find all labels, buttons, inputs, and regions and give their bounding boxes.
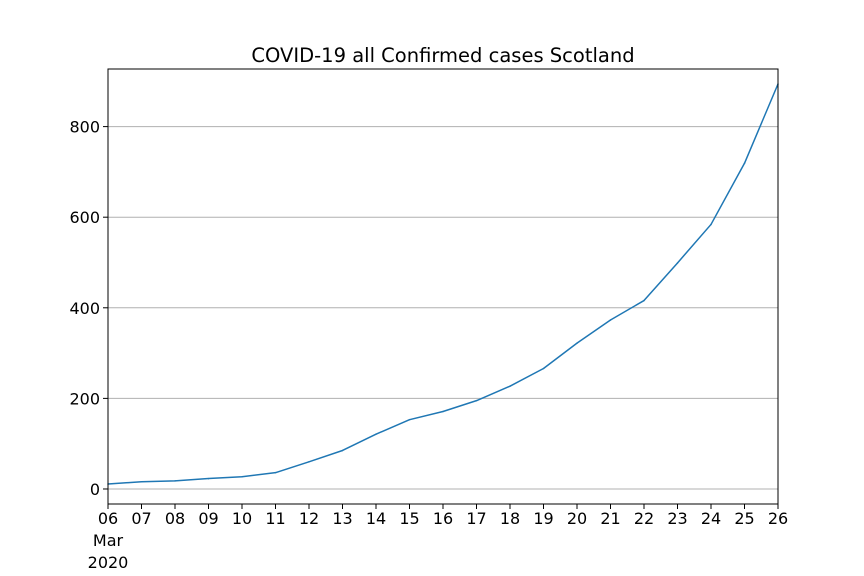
data-point [308, 461, 310, 463]
x-tick-label: 15 [399, 509, 419, 528]
data-point [710, 223, 712, 226]
x-tick-label: 07 [131, 509, 151, 528]
data-point [676, 262, 679, 264]
x-period-label: 2020 [88, 553, 129, 572]
data-point [274, 471, 277, 474]
data-point [375, 433, 377, 435]
data-point [207, 477, 210, 480]
data-point [509, 385, 511, 387]
x-tick-label: 06 [98, 509, 118, 528]
x-tick-label: 19 [533, 509, 553, 528]
x-tick-label: 16 [433, 509, 453, 528]
y-axis: 0 200 400 600 800 [69, 118, 108, 499]
data-point [442, 410, 444, 413]
data-point [241, 476, 243, 478]
data-point [609, 319, 612, 321]
x-axis: 06 07 08 09 10 11 12 13 14 15 16 17 18 19 20 21 22 23 24 25… [88, 504, 788, 572]
x-tick-label: 25 [734, 509, 754, 528]
x-tick-label: 12 [299, 509, 319, 528]
x-tick-label: 24 [701, 509, 721, 528]
data-point [341, 449, 344, 452]
x-tick-label: 10 [232, 509, 252, 528]
x-tick-label: 11 [265, 509, 285, 528]
data-point [475, 399, 478, 402]
y-tick-label: 0 [90, 480, 100, 499]
series-layer [107, 83, 779, 485]
data-point [408, 418, 411, 421]
data-point [643, 299, 645, 302]
data-point [743, 162, 746, 165]
data-point [542, 367, 545, 370]
plot-frame [107, 68, 779, 505]
x-tick-label: 17 [466, 509, 486, 528]
x-tick-label: 21 [600, 509, 620, 528]
x-tick-label: 22 [634, 509, 654, 528]
data-point [576, 342, 578, 344]
data-point [140, 480, 143, 483]
x-tick-label: 23 [667, 509, 687, 528]
y-tick-label: 200 [69, 389, 100, 408]
y-tick-label: 600 [69, 208, 100, 227]
x-tick-label: 14 [366, 509, 386, 528]
y-tick-label: 400 [69, 299, 100, 318]
series-line [107, 83, 779, 485]
x-tick-label: 26 [768, 509, 788, 528]
x-tick-label: 18 [500, 509, 520, 528]
grid-lines [108, 126, 778, 490]
x-tick-label: 08 [165, 509, 185, 528]
x-period-label: Mar [93, 531, 124, 550]
x-tick-label: 13 [332, 509, 352, 528]
data-point [174, 480, 176, 482]
y-tick-label: 800 [69, 118, 100, 137]
x-tick-label: 20 [567, 509, 587, 528]
chart-title: COVID-19 all Confirmed cases Scotland [251, 44, 634, 67]
x-tick-label: 09 [198, 509, 218, 528]
